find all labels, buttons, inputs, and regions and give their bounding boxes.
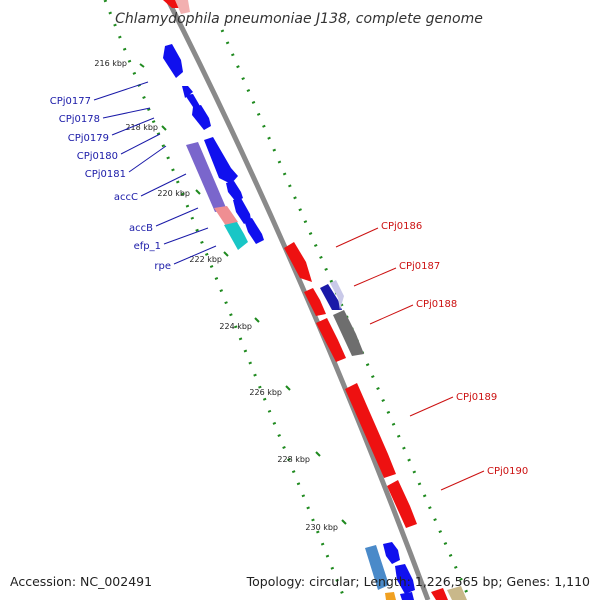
label-leader	[140, 173, 187, 197]
gene-arrow	[345, 383, 396, 478]
kbp-tick-mark	[285, 385, 291, 391]
kbp-tick-mark	[195, 189, 201, 195]
gene-arrow	[395, 564, 415, 594]
gene-arrow	[431, 588, 448, 600]
label-leader	[120, 133, 161, 155]
gene-label-cpj0177: CPj0177	[50, 96, 91, 107]
kbp-tick-mark	[223, 251, 229, 257]
gene-label-cpj0178: CPj0178	[59, 114, 100, 125]
gene-arrow	[214, 206, 238, 226]
label-leader	[335, 227, 379, 248]
gene-arrow	[244, 218, 264, 244]
gene-label-cpj0190: CPj0190	[487, 466, 528, 477]
kbp-tick-label: 222 kbp	[189, 255, 222, 264]
kbp-tick-mark	[315, 451, 321, 457]
kbp-tick-label: 224 kbp	[219, 322, 252, 331]
kbp-tick-label: 220 kbp	[157, 189, 190, 198]
gene-arrow	[233, 198, 251, 224]
label-leader	[173, 245, 217, 265]
accession-text: Accession: NC_002491	[10, 574, 152, 589]
kbp-tick-mark	[341, 519, 347, 525]
gene-label-cpj0189: CPj0189	[456, 392, 497, 403]
gene-arrow	[365, 545, 389, 590]
left-gene-track	[163, 0, 415, 600]
gene-label-accc: accC	[114, 192, 138, 203]
gene-arrow	[163, 44, 183, 78]
left-gene-labels: CPj0177 CPj0178 CPj0179 CPj0180 CPj0181 …	[50, 81, 217, 272]
gene-arrow	[192, 105, 211, 130]
gene-label-cpj0180: CPj0180	[77, 151, 118, 162]
label-leader	[163, 227, 209, 245]
gene-arrow	[284, 242, 312, 282]
kbp-tick-label: 218 kbp	[125, 123, 158, 132]
right-gene-labels: CPj0186 CPj0187 CPj0188 CPj0189 CPj0190	[335, 221, 528, 491]
gene-arrow	[304, 288, 326, 316]
label-leader	[93, 81, 149, 101]
gene-arrow	[186, 142, 227, 212]
gene-arrow	[385, 592, 396, 600]
gene-arrow	[185, 94, 200, 110]
topology-text: Topology: circular; Length: 1,226,565 bp…	[246, 574, 590, 589]
gene-label-cpj0187: CPj0187	[399, 261, 440, 272]
gene-arrow	[447, 586, 467, 600]
gene-label-rpe: rpe	[154, 261, 171, 272]
gene-arrow	[226, 181, 243, 202]
gene-arrow	[387, 480, 417, 528]
kbp-tick-label: 226 kbp	[249, 388, 282, 397]
label-leader	[128, 145, 167, 173]
gene-arrow	[224, 222, 248, 250]
gene-label-cpj0181: CPj0181	[85, 169, 126, 180]
gene-arrow	[383, 542, 400, 564]
label-leader	[102, 107, 151, 119]
label-leader	[409, 396, 454, 417]
gene-arrow	[182, 86, 193, 98]
kbp-tick-label: 228 kbp	[277, 455, 310, 464]
gene-label-cpj0179: CPj0179	[68, 133, 109, 144]
label-leader	[155, 207, 199, 227]
gene-label-cpj0188: CPj0188	[416, 299, 457, 310]
gene-label-accb: accB	[129, 223, 153, 234]
gene-arrow	[175, 0, 190, 14]
gene-label-efp1: efp_1	[134, 241, 161, 252]
label-leader	[369, 304, 414, 325]
gene-arrow	[330, 280, 344, 310]
label-leader	[440, 470, 485, 491]
gene-arrow	[316, 318, 346, 362]
right-gene-track	[284, 242, 467, 600]
kbp-tick-mark	[161, 125, 167, 131]
kbp-tick-label: 216 kbp	[94, 59, 127, 68]
gene-arrow	[400, 592, 414, 600]
kbp-tick-mark	[254, 317, 260, 323]
genome-backbone	[165, 0, 431, 600]
kbp-tick-label: 230 kbp	[305, 523, 338, 532]
gene-arrow	[320, 284, 342, 310]
label-leader	[111, 117, 155, 136]
kbp-tick-mark	[139, 63, 145, 68]
map-title: Chlamydophila pneumoniae J138, complete …	[115, 11, 483, 27]
gene-arrow	[204, 137, 238, 184]
kbp-ticks: 216 kbp 218 kbp 220 kbp 222 kbp 224 kbp …	[94, 59, 347, 532]
label-leader	[353, 267, 397, 287]
gene-arrow	[333, 310, 364, 356]
gene-label-cpj0186: CPj0186	[381, 221, 422, 232]
